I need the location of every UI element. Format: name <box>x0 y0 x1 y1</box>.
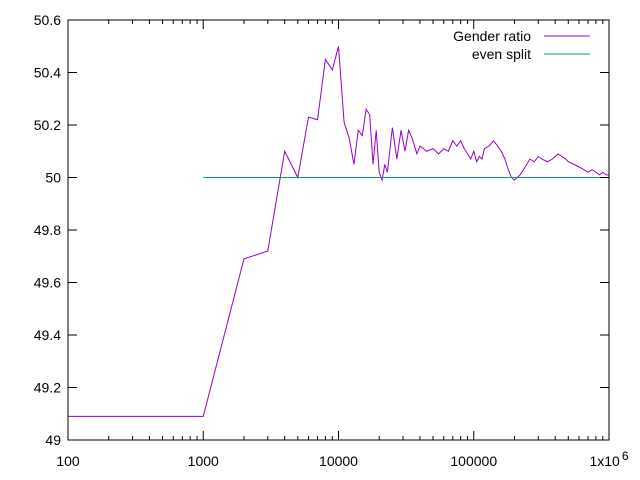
y-tick-label: 50.6 <box>34 12 61 28</box>
y-tick-label: 50.2 <box>34 117 61 133</box>
x-tick-label-base: 100 <box>56 453 80 469</box>
legend-label: even split <box>472 46 531 62</box>
x-tick-label: 1000 <box>188 453 219 469</box>
legend-label: Gender ratio <box>453 28 531 44</box>
y-tick-label: 49.4 <box>34 327 61 343</box>
x-tick-label: 10000 <box>319 453 358 469</box>
legend: Gender ratio even split <box>453 28 590 62</box>
axis-tick-labels: 49 49.2 49.4 49.6 49.8 50 50.2 50.4 50.6 100 1000 1… <box>34 12 629 469</box>
y-tick-label: 49 <box>45 432 61 448</box>
y-tick-label: 49.6 <box>34 275 61 291</box>
x-tick-label-base: 1000 <box>188 453 219 469</box>
y-tick-label: 49.8 <box>34 222 61 238</box>
y-tick-label: 49.2 <box>34 380 61 396</box>
x-tick-label-base: 100000 <box>450 453 497 469</box>
y-tick-label: 50.4 <box>34 65 61 81</box>
x-tick-label: 1x10 6 <box>589 449 628 469</box>
x-tick-label-base: 1x10 <box>589 453 620 469</box>
axis-ticks <box>67 19 610 441</box>
x-tick-label-base: 10000 <box>319 453 358 469</box>
series-layer <box>68 46 609 417</box>
x-tick-label-exponent: 6 <box>622 449 629 463</box>
x-tick-label: 100000 <box>450 453 497 469</box>
x-tick-label: 100 <box>56 453 80 469</box>
series-line-gender-ratio <box>68 46 609 417</box>
y-tick-label: 50 <box>45 170 61 186</box>
